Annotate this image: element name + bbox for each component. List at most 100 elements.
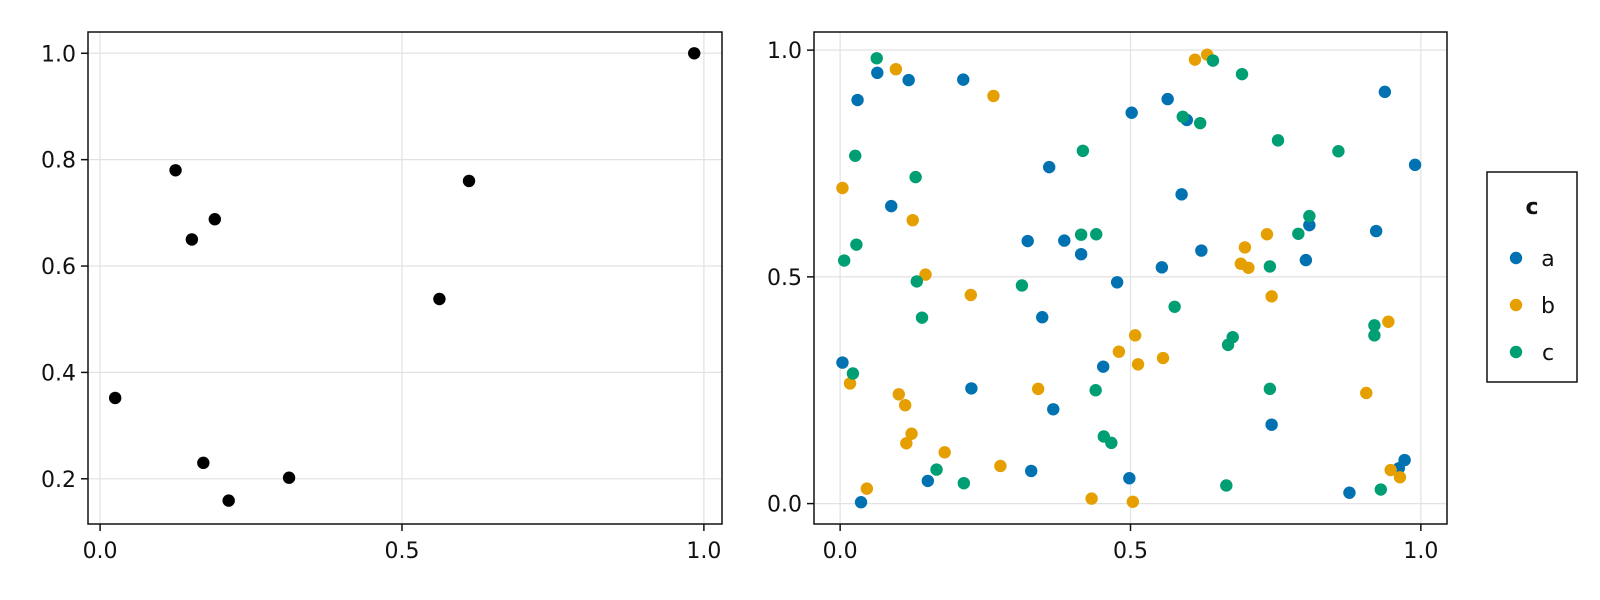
data-point — [169, 164, 182, 177]
data-point-a — [1097, 360, 1110, 373]
data-point-a — [1110, 276, 1124, 289]
x-tick-label: 0.0 — [823, 539, 858, 564]
data-point-b — [964, 288, 977, 302]
y-tick-label: 1.0 — [41, 42, 76, 67]
legend-label-c: c — [1542, 341, 1554, 366]
data-point-c — [957, 476, 971, 490]
data-point-b — [836, 181, 849, 195]
axis-frame — [813, 31, 1448, 525]
left-scatter-panel: 0.0 0.5 1.0 0.2 0.4 0.6 0.8 1.0 — [41, 31, 723, 564]
data-point-b — [919, 268, 932, 281]
right-scatter-panel: 0.0 0.5 1.0 0.0 0.5 1.0 — [767, 31, 1448, 564]
data-point-b — [892, 388, 905, 401]
data-point-b — [1112, 345, 1126, 358]
data-point-c — [849, 149, 862, 162]
x-tick-label: 1.0 — [1403, 539, 1438, 564]
data-point-b — [906, 213, 919, 227]
data-point — [222, 494, 235, 507]
data-point-b — [1085, 492, 1098, 505]
data-point-c — [1074, 228, 1088, 241]
y-tick-label: 0.0 — [767, 493, 802, 518]
y-tick-label: 0.8 — [41, 149, 76, 174]
data-point-c — [1368, 329, 1381, 342]
data-point-c — [1263, 260, 1277, 273]
data-point-b — [843, 377, 857, 390]
data-point-b — [1393, 471, 1407, 484]
data-point-c — [846, 367, 860, 380]
data-point-b — [1128, 329, 1142, 342]
data-point-a — [836, 356, 849, 369]
data-point — [185, 233, 199, 246]
data-point-c — [1292, 227, 1305, 240]
data-point-c — [1076, 144, 1090, 158]
data-point-c — [1105, 436, 1118, 450]
data-point-a — [1303, 218, 1316, 232]
data-point-b — [1188, 53, 1202, 66]
data-point-a — [1058, 234, 1071, 247]
data-point-b — [987, 89, 1000, 103]
data-point — [197, 456, 210, 470]
data-point-c — [1368, 319, 1381, 332]
data-point-a — [1036, 311, 1049, 324]
data-point-c — [1176, 110, 1189, 123]
data-point-b — [1360, 386, 1373, 400]
data-point-c — [1303, 209, 1316, 223]
legend-title: c — [1525, 195, 1538, 220]
data-point — [688, 47, 701, 60]
y-tick-label: 0.4 — [41, 361, 76, 386]
data-point-c — [1332, 145, 1345, 158]
data-point-b — [1131, 358, 1145, 371]
data-point-b — [1384, 463, 1397, 477]
y-tick-label: 0.6 — [41, 255, 76, 280]
data-point-a — [851, 93, 864, 107]
data-point-a — [1175, 188, 1188, 201]
data-point-a — [1047, 403, 1060, 416]
x-tick-label: 0.5 — [1113, 539, 1148, 564]
data-point-b — [1156, 351, 1170, 365]
legend-label-a: a — [1541, 247, 1554, 272]
data-point-a — [1161, 92, 1174, 106]
data-point-a — [885, 199, 898, 213]
data-point-c — [1220, 479, 1233, 492]
data-point-a — [1369, 224, 1383, 238]
data-point-a — [1021, 234, 1034, 248]
data-point-b — [994, 459, 1007, 473]
data-point-c — [1235, 67, 1249, 81]
data-point-c — [1271, 134, 1285, 147]
data-point-c — [1263, 382, 1277, 396]
data-point-c — [1226, 330, 1239, 344]
data-point — [108, 391, 122, 405]
data-point-a — [921, 474, 935, 488]
data-point-c — [909, 170, 922, 184]
data-point-a — [1195, 244, 1208, 257]
data-point-a — [1343, 486, 1356, 499]
y-tick-label: 0.5 — [767, 266, 802, 291]
data-point-b — [1382, 315, 1395, 328]
axis-frame — [87, 31, 723, 525]
data-point-a — [871, 66, 884, 80]
data-point-c — [930, 463, 943, 476]
data-point-c — [910, 275, 923, 288]
data-point-a — [902, 73, 915, 87]
data-point-c — [1090, 228, 1103, 241]
data-point-c — [1206, 54, 1220, 67]
data-point-b — [1031, 382, 1045, 396]
data-point-b — [889, 62, 903, 76]
y-tick-label: 1.0 — [767, 39, 802, 64]
data-point-b — [938, 446, 951, 459]
legend-marker-b — [1509, 298, 1523, 312]
data-point-c — [837, 254, 851, 267]
data-point-a — [1155, 261, 1169, 274]
data-point-a — [1378, 85, 1392, 99]
legend-marker-c — [1509, 345, 1523, 359]
legend-box — [1486, 171, 1578, 383]
data-point-c — [915, 311, 929, 324]
data-point-a — [1299, 253, 1313, 267]
data-point-a — [1024, 464, 1038, 478]
data-point-b — [1265, 290, 1278, 303]
x-tick-label: 1.0 — [686, 539, 721, 564]
legend-label-b: b — [1541, 294, 1555, 319]
data-point-a — [1042, 160, 1056, 174]
